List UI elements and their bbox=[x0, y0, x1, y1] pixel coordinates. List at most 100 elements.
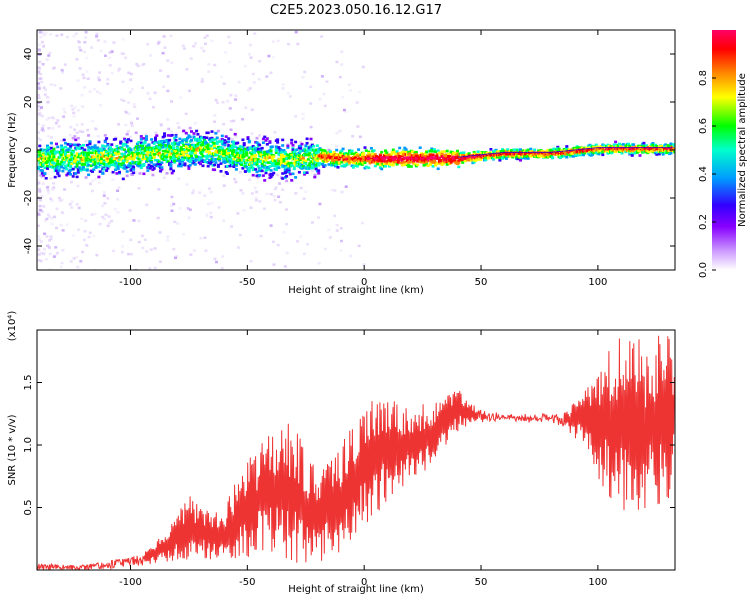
spectrogram-cell bbox=[56, 172, 60, 175]
spectrogram-cell bbox=[605, 150, 609, 153]
spectrogram-cell bbox=[71, 150, 75, 154]
spectrogram-speckle bbox=[141, 86, 144, 90]
spectrogram-cell bbox=[304, 162, 308, 166]
spectrogram-cell bbox=[55, 142, 58, 146]
spectrogram-speckle bbox=[355, 101, 359, 104]
spectrogram-speckle bbox=[37, 48, 41, 51]
spectrogram-cell bbox=[443, 159, 447, 162]
spectrogram-cell bbox=[143, 139, 147, 143]
spectrogram-speckle bbox=[96, 135, 100, 138]
spectrogram-cell bbox=[186, 136, 190, 140]
spectrogram-speckle bbox=[37, 212, 40, 216]
spectrogram-cell bbox=[652, 148, 656, 152]
spectrogram-cell bbox=[290, 141, 294, 145]
spectrogram-cell bbox=[42, 174, 46, 177]
spectrogram-cell bbox=[229, 157, 233, 161]
spectrogram-cell bbox=[363, 146, 367, 149]
spectrogram-cell bbox=[152, 167, 156, 170]
spectrogram-cell bbox=[232, 149, 236, 152]
spectrogram-speckle bbox=[141, 246, 145, 250]
spectrogram-cell bbox=[210, 136, 214, 140]
spectrogram-cell bbox=[389, 155, 393, 158]
spectrogram-speckle bbox=[178, 207, 182, 210]
spectrogram-cell bbox=[254, 159, 258, 162]
spectrogram-speckle bbox=[69, 125, 73, 129]
spectrogram-cell bbox=[571, 155, 575, 158]
spectrogram-speckle bbox=[45, 217, 49, 221]
spectrogram-cell bbox=[164, 144, 168, 147]
spectrogram-cell bbox=[475, 158, 479, 162]
spectrogram-cell bbox=[118, 158, 121, 161]
spectrogram-cell bbox=[243, 170, 247, 173]
spectrogram-speckle bbox=[126, 130, 130, 133]
spectrogram-speckle bbox=[175, 255, 179, 258]
spectrogram-speckle bbox=[37, 70, 41, 73]
spectrogram-cell bbox=[362, 153, 366, 156]
spectrogram-cell bbox=[369, 157, 373, 161]
spectrogram-cell bbox=[103, 134, 107, 137]
spectrogram-cell bbox=[309, 145, 313, 148]
spectrogram-speckle bbox=[44, 31, 48, 35]
spectrogram-speckle bbox=[129, 173, 133, 176]
spectrogram-speckle bbox=[96, 39, 100, 42]
spectrogram-speckle bbox=[101, 215, 105, 219]
spectrogram-cell bbox=[418, 146, 422, 149]
spectrogram-cell bbox=[313, 175, 317, 179]
spectrogram-cell bbox=[476, 150, 480, 153]
spectrogram-speckle bbox=[163, 46, 167, 49]
spectrogram-cell bbox=[205, 136, 209, 140]
spectrogram-cell bbox=[215, 142, 219, 145]
spectrogram-cell bbox=[295, 148, 299, 151]
spectrogram-cell bbox=[252, 151, 256, 155]
spectrogram-cell bbox=[172, 144, 175, 147]
spectrogram-cell bbox=[353, 164, 357, 167]
spectrogram-cell bbox=[66, 150, 70, 153]
spectrogram-cell bbox=[292, 161, 296, 165]
spectrogram-speckle bbox=[156, 42, 160, 45]
spectrogram-cell bbox=[60, 165, 64, 169]
spectrogram-cell bbox=[42, 163, 46, 166]
spectrogram-speckle bbox=[333, 189, 337, 192]
spectrogram-cell bbox=[183, 156, 187, 159]
spectrogram-cell bbox=[387, 164, 391, 168]
spectrogram-cell bbox=[506, 148, 510, 151]
spectrogram-cell bbox=[169, 145, 173, 149]
spectrogram-cell bbox=[116, 167, 120, 170]
spectrogram-cell bbox=[75, 164, 79, 168]
spectrogram-cell bbox=[619, 143, 623, 147]
spectrogram-cell bbox=[201, 154, 205, 158]
spectrogram-cell bbox=[267, 167, 271, 171]
spectrogram-cell bbox=[93, 162, 97, 166]
spectrogram-cell bbox=[529, 147, 533, 151]
spectrogram-cell bbox=[83, 168, 87, 172]
spectrogram-cell bbox=[111, 160, 115, 164]
spectrogram-speckle bbox=[76, 184, 80, 188]
spectrogram-cell bbox=[133, 153, 137, 156]
spectrogram-speckle bbox=[53, 84, 57, 87]
spectrogram-cell bbox=[188, 126, 192, 130]
spectrogram-speckle bbox=[238, 170, 242, 174]
spectrogram-cell bbox=[291, 144, 295, 147]
spectrogram-cell bbox=[201, 164, 205, 168]
spectrogram-cell bbox=[308, 152, 312, 155]
spectrogram-speckle bbox=[133, 219, 137, 222]
spectrogram-cell bbox=[574, 153, 578, 157]
spectrogram-cell bbox=[62, 161, 66, 164]
spectrogram-cell bbox=[508, 154, 512, 158]
spectrogram-speckle bbox=[102, 191, 106, 194]
spectrogram-speckle bbox=[101, 204, 104, 208]
spectrogram-cell bbox=[83, 163, 87, 166]
spectrogram-speckle bbox=[42, 252, 46, 256]
spectrogram-cell bbox=[409, 165, 413, 168]
spectrogram-cell bbox=[69, 173, 73, 176]
spectrogram-speckle bbox=[248, 87, 252, 90]
spectrogram-speckle bbox=[244, 106, 248, 109]
spectrogram-speckle bbox=[107, 215, 111, 218]
spectrogram-speckle bbox=[146, 42, 150, 46]
spectrogram-cell bbox=[141, 157, 145, 161]
spectrogram-speckle bbox=[47, 134, 51, 138]
spectrogram-cell bbox=[89, 164, 93, 168]
spectrogram-ridge bbox=[457, 147, 673, 158]
spectrogram-cell bbox=[139, 135, 143, 138]
